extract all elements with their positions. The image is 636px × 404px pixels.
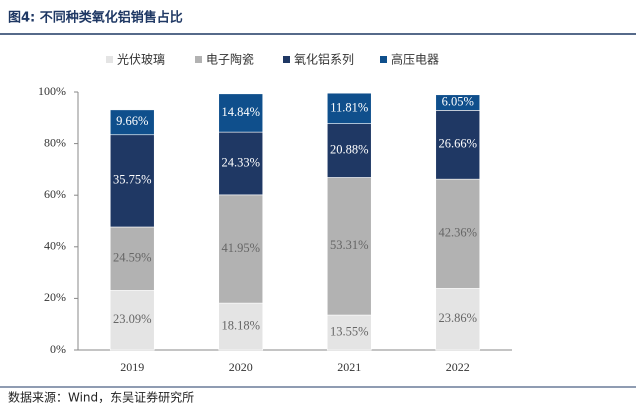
chart-title: 图4: 不同种类氧化铝销售占比 — [8, 10, 183, 26]
value-label: 9.66% — [116, 114, 148, 128]
value-label: 11.81% — [330, 100, 368, 114]
legend-label: 高压电器 — [391, 52, 439, 67]
legend-label: 氧化铝系列 — [294, 52, 354, 67]
value-label: 14.84% — [221, 105, 260, 119]
legend-swatch — [283, 56, 290, 63]
value-label: 24.33% — [221, 155, 260, 169]
value-label: 26.66% — [438, 137, 477, 151]
value-label: 23.86% — [438, 311, 477, 325]
value-label: 20.88% — [330, 142, 369, 156]
bar-segment — [326, 177, 372, 316]
value-label: 13.55% — [330, 324, 369, 338]
value-label: 41.95% — [221, 241, 260, 255]
x-tick-label: 2021 — [337, 360, 361, 374]
bar-segment — [435, 288, 481, 351]
bar-segment — [109, 109, 155, 136]
x-tick-label: 2022 — [446, 360, 470, 374]
bar-segment — [326, 123, 372, 178]
value-label: 24.59% — [113, 251, 152, 265]
source-note: 数据来源：Wind，东吴证券研究所 — [8, 390, 194, 404]
y-tick-label: 40% — [44, 239, 66, 253]
value-label: 23.09% — [113, 312, 152, 326]
bar-segment — [109, 226, 155, 291]
value-label: 35.75% — [113, 173, 152, 187]
bar-segment — [109, 134, 155, 228]
legend-swatch — [106, 56, 113, 63]
legend-label: 光伏玻璃 — [117, 53, 165, 67]
bar-segment — [326, 314, 372, 351]
legend-swatch — [380, 56, 387, 63]
value-label: 53.31% — [330, 238, 369, 252]
y-tick-label: 100% — [38, 84, 66, 98]
x-tick-label: 2019 — [120, 360, 144, 374]
y-tick-label: 60% — [44, 187, 66, 201]
bar-segment — [218, 194, 264, 304]
value-label: 6.05% — [442, 94, 474, 108]
legend-swatch — [195, 56, 202, 63]
value-label: 18.18% — [221, 318, 260, 332]
bar-segment — [326, 92, 372, 124]
bar-segment — [218, 131, 264, 196]
x-tick-label: 2020 — [229, 360, 253, 374]
bar-segment — [218, 93, 264, 133]
bar-segment — [218, 302, 264, 351]
y-tick-label: 20% — [44, 290, 66, 304]
bar-segment — [435, 94, 481, 111]
y-tick-label: 80% — [44, 135, 66, 149]
value-label: 42.36% — [438, 226, 477, 240]
legend-label: 电子陶瓷 — [206, 52, 254, 67]
y-tick-label: 0% — [50, 342, 66, 356]
